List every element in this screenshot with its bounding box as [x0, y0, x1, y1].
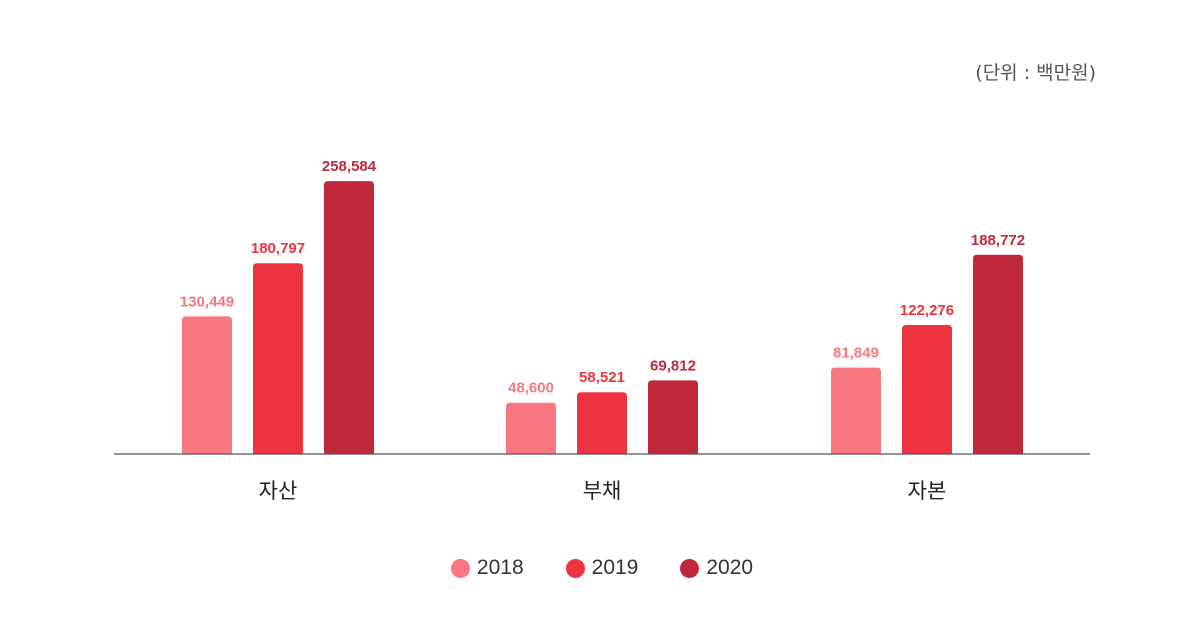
- bar-2019-0: [253, 263, 303, 454]
- value-label: 48,600: [508, 380, 554, 397]
- legend-dot-icon: [450, 558, 470, 578]
- value-label: 122,276: [900, 302, 954, 319]
- bar-2020-2: [973, 254, 1023, 454]
- legend-dot-icon: [680, 558, 700, 578]
- bar-2019-1: [577, 392, 627, 454]
- bars-group: [182, 181, 1023, 455]
- bar-2018-1: [506, 402, 556, 454]
- value-label: 130,449: [180, 293, 234, 310]
- legend: 2018 2019 2020: [0, 556, 1204, 580]
- bar-2018-0: [182, 316, 232, 454]
- bar-2019-2: [902, 324, 952, 454]
- category-labels-group: 자산 부채 자본: [259, 479, 947, 503]
- legend-label: 2018: [476, 556, 524, 579]
- value-label: 81,849: [833, 345, 879, 362]
- legend-dot-icon: [565, 558, 585, 578]
- value-labels-group: 130,449 180,797 258,584 48,600 58,521 69,812 8…: [180, 158, 1025, 397]
- legend-label: 2019: [591, 556, 639, 579]
- value-label: 180,797: [251, 240, 305, 257]
- legend-item-2018: 2018: [450, 556, 524, 580]
- value-label: 258,584: [322, 158, 377, 175]
- category-label: 자산: [259, 479, 298, 503]
- legend-label: 2020: [706, 556, 754, 579]
- legend-item-2020: 2020: [680, 556, 753, 580]
- value-label: 188,772: [971, 232, 1025, 249]
- value-label: 58,521: [579, 369, 625, 386]
- bar-2020-0: [324, 181, 374, 455]
- legend-item-2019: 2019: [565, 556, 639, 580]
- unit-label: (단위 : 백만원): [975, 62, 1096, 84]
- bar-2020-1: [648, 380, 698, 454]
- category-label: 부채: [583, 479, 622, 503]
- category-label: 자본: [908, 479, 947, 503]
- bar-2018-2: [831, 367, 881, 454]
- value-label: 69,812: [650, 357, 696, 374]
